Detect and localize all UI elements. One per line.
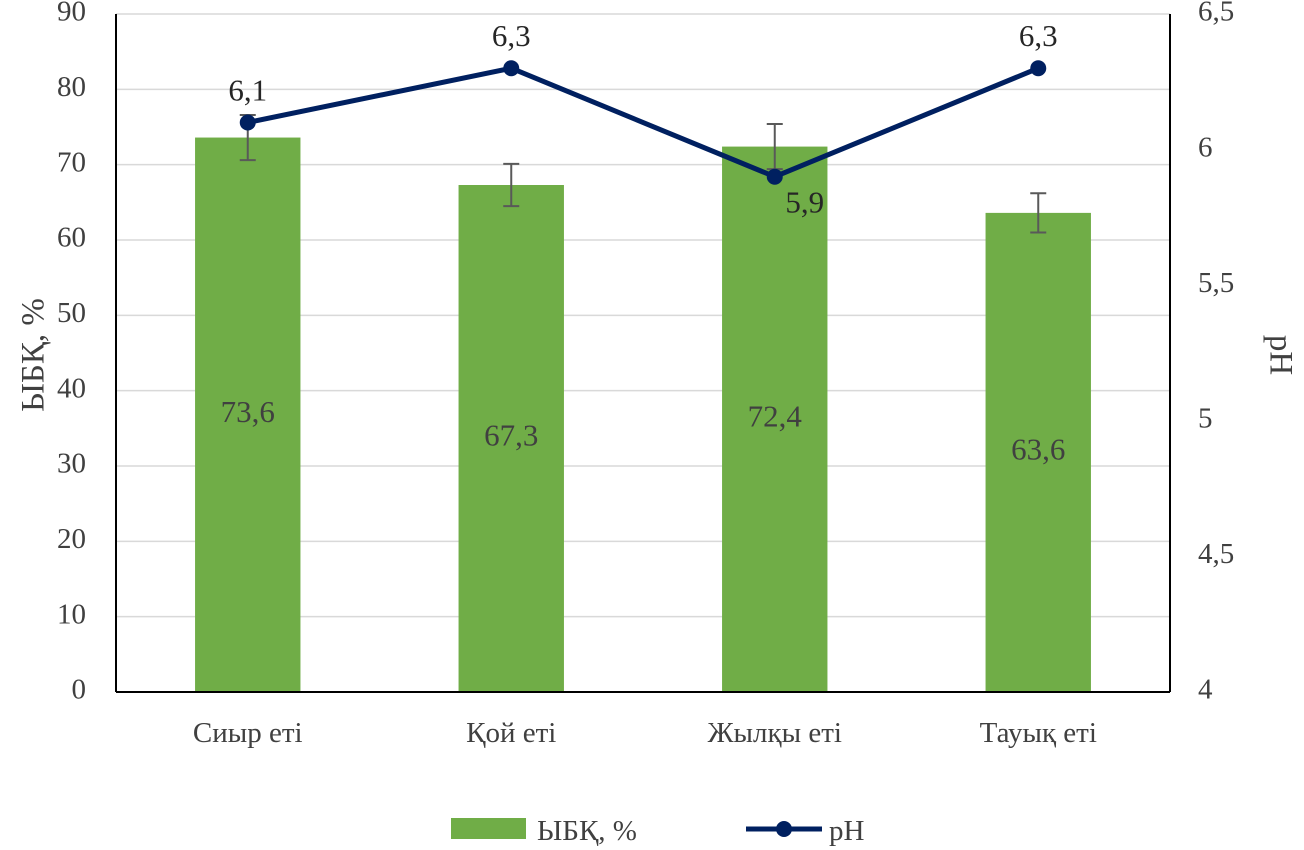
legend-label-bar: ЫБҚ, %: [537, 815, 637, 847]
x-tick-label: Тауық еті: [980, 717, 1097, 749]
bar-data-label: 63,6: [1011, 432, 1065, 467]
line-series: [240, 60, 1047, 184]
bar-data-label: 67,3: [484, 418, 538, 453]
y-tick-label-right: 5,5: [1198, 267, 1234, 299]
line-data-label: 6,1: [228, 72, 267, 107]
y-tick-label-left: 60: [57, 222, 86, 254]
bar-data-label: 72,4: [748, 398, 803, 433]
y-tick-label-left: 50: [57, 297, 86, 329]
y-tick-label-right: 6,5: [1198, 0, 1234, 28]
y-tick-label-left: 10: [57, 598, 86, 630]
series-line: [248, 68, 1039, 176]
data-labels: 73,6 67,3 72,4 63,6 6,1 6,3 5,9 6,3: [221, 18, 1066, 466]
y-tick-label-left: 40: [57, 372, 86, 404]
bar-data-label: 73,6: [221, 394, 275, 429]
line-point: [767, 169, 783, 185]
y-tick-label-left: 80: [57, 71, 86, 103]
line-point: [1030, 60, 1046, 76]
y-tick-label-right: 4,5: [1198, 538, 1234, 570]
line-data-label: 6,3: [1019, 18, 1058, 53]
line-data-label: 6,3: [492, 18, 531, 53]
y-axis-title-left: ЫБҚ, %: [16, 298, 52, 412]
y-tick-label-left: 0: [72, 674, 87, 706]
left-axis-ticks: 0 10 20 30 40 50 60 70 80 90: [57, 0, 86, 706]
legend-label-line: pH: [829, 815, 865, 847]
bar-series: [195, 138, 1091, 692]
y-tick-label-left: 70: [57, 146, 86, 178]
y-tick-label-left: 30: [57, 448, 86, 480]
y-tick-label-left: 20: [57, 523, 86, 555]
y-tick-label-right: 6: [1198, 131, 1213, 163]
right-axis-ticks: 4 4,5 5 5,5 6 6,5: [1198, 0, 1234, 706]
legend-swatch-bar: [451, 818, 526, 839]
line-point: [240, 114, 256, 130]
error-bars: [240, 115, 1047, 233]
legend: ЫБҚ, % pH: [451, 815, 865, 847]
y-tick-label-left: 90: [57, 0, 86, 28]
category-labels: Сиыр еті Қой еті Жылқы еті Тауық еті: [193, 717, 1097, 749]
x-tick-label: Қой еті: [466, 717, 556, 749]
x-tick-label: Жылқы еті: [708, 717, 842, 749]
line-data-label: 5,9: [785, 185, 824, 220]
y-axis-title-right: pH: [1262, 335, 1298, 375]
y-tick-label-right: 5: [1198, 402, 1213, 434]
legend-swatch-marker: [776, 821, 792, 837]
line-point: [503, 60, 519, 76]
y-tick-label-right: 4: [1198, 674, 1213, 706]
x-tick-label: Сиыр еті: [193, 717, 303, 749]
